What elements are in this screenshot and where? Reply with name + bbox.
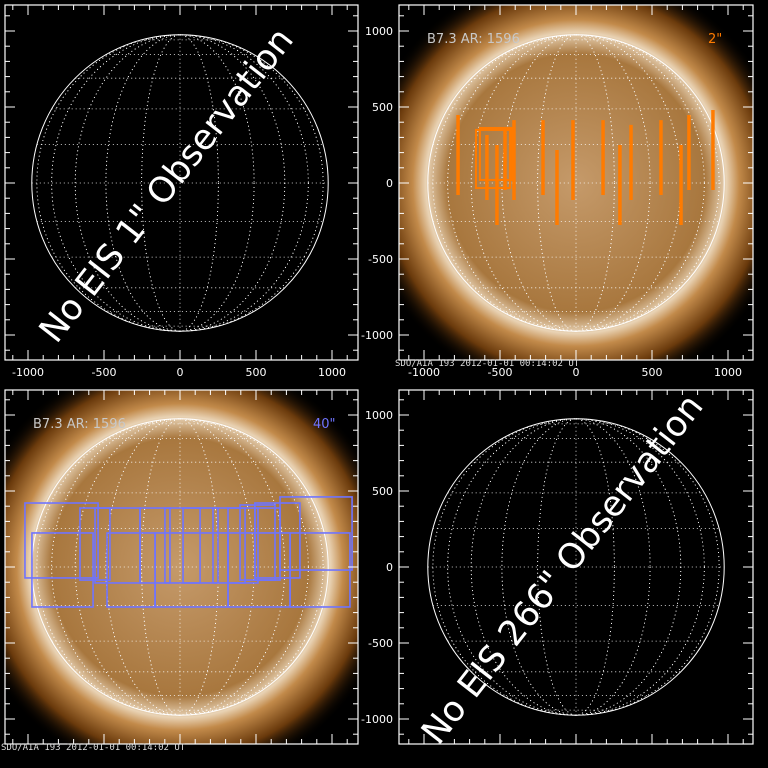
eis-raster-box: [31, 532, 94, 608]
y-tick-label: 0: [386, 561, 393, 574]
active-region-label: B7.3 AR: 1596: [33, 417, 126, 432]
y-tick-label: -1000: [361, 329, 393, 342]
sun-image: [5, 390, 358, 744]
x-tick-label: -1000: [12, 366, 44, 379]
image-caption: SDO/AIA 193 2012-01-01 00:14:02 UT: [1, 743, 186, 753]
eis-raster-box: [227, 507, 259, 584]
x-tick-label: 0: [573, 366, 580, 379]
x-tick-label: 0: [177, 366, 184, 379]
x-tick-label: 1000: [318, 366, 346, 379]
sun-image: [399, 5, 753, 360]
x-tick-label: -500: [92, 366, 117, 379]
longitude-line: [501, 418, 651, 716]
x-tick-label: -500: [488, 366, 513, 379]
x-tick-label: 1000: [714, 366, 742, 379]
x-tick-label: -1000: [408, 366, 440, 379]
plot-area: [427, 418, 725, 716]
eis-raster-box: [474, 128, 512, 190]
x-tick-label: 500: [642, 366, 663, 379]
image-caption: SDO/AIA 193 2012-01-01 00:14:02 UT: [395, 359, 580, 369]
y-tick-label: 0: [386, 177, 393, 190]
y-tick-label: 1000: [365, 409, 393, 422]
slit-width-label: 2": [708, 32, 722, 47]
y-tick-label: 500: [372, 485, 393, 498]
eis-raster-box: [478, 126, 514, 181]
solar-limb: [31, 34, 329, 332]
eis-raster-box: [289, 532, 351, 608]
longitude-line: [501, 34, 651, 332]
y-tick-label: 1000: [365, 25, 393, 38]
panel-tl: -1000 -500 0 500 1000 No EIS 1" Observation: [4, 4, 359, 379]
plot-area: [5, 390, 358, 744]
x-tick-label: 500: [246, 366, 267, 379]
plot-area: [399, 5, 753, 360]
eis-raster-box: [182, 507, 219, 584]
plot-area: [31, 34, 329, 332]
y-tick-label: -500: [368, 637, 393, 650]
eis-raster-box: [24, 502, 99, 579]
solar-limb: [427, 34, 725, 332]
longitude-line: [105, 34, 255, 332]
y-tick-label: -1000: [361, 713, 393, 726]
panel-bl: B7.3 AR: 1596 40" SDO/AIA 193 2012-01-01 0…: [1, 389, 359, 753]
longitude-line: [537, 34, 615, 332]
eis-raster-box: [254, 507, 281, 581]
no-observation-message: No EIS 1" Observation: [32, 21, 302, 351]
longitude-line: [105, 418, 255, 716]
y-tick-label: -500: [368, 253, 393, 266]
longitude-line: [537, 418, 615, 716]
solar-limb: [427, 418, 725, 716]
active-region-label: B7.3 AR: 1596: [427, 32, 520, 47]
panel-tr: -1000 -500 0 500 1000 1000 500 0 -500 -1000 B7.3 A…: [361, 4, 754, 379]
no-observation-message: No EIS 266" Observation: [414, 387, 711, 752]
slit-width-label: 40": [313, 417, 336, 432]
y-tick-label: 500: [372, 101, 393, 114]
panel-br: 1000 500 0 -500 -1000 No EIS 266" Observation: [361, 387, 754, 752]
